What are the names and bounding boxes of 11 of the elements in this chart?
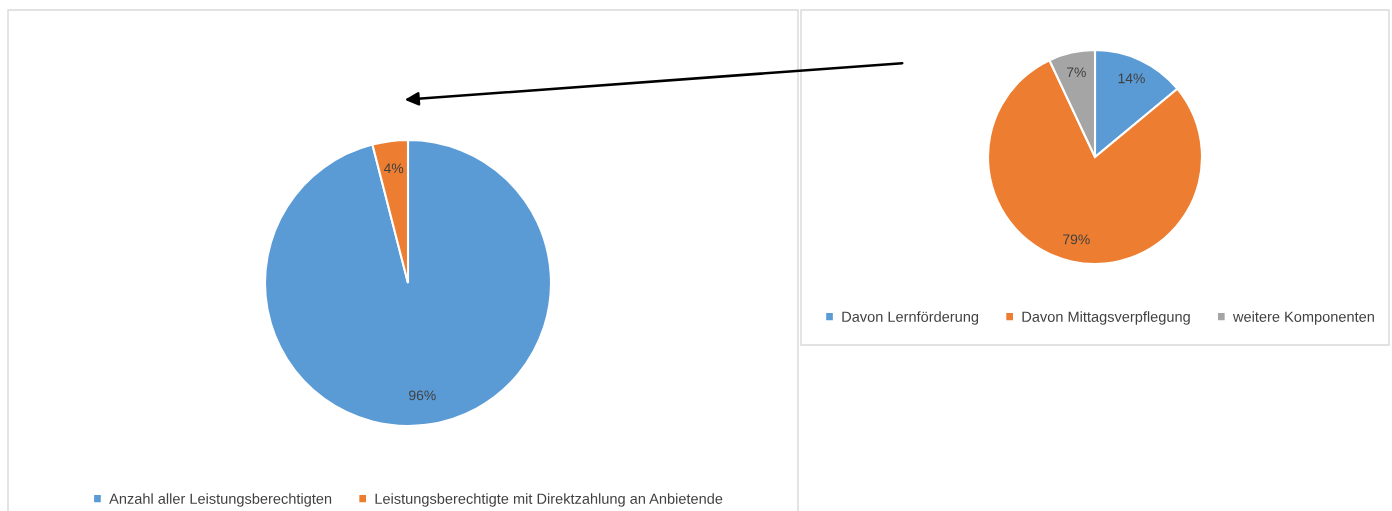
data-label: 7% (1067, 67, 1086, 78)
legend-label: Leistungsberechtigte mit Direktzahlung an Anbietende (375, 493, 723, 507)
data-label: 96% (409, 390, 436, 401)
data-label: 79% (1063, 234, 1090, 245)
data-label: 4% (383, 163, 404, 174)
data-label: 14% (1118, 73, 1145, 84)
legend-label: Davon Lernförderung (842, 311, 979, 325)
pie-slice (263, 138, 553, 428)
legend-label: Davon Mittagsverpflegung (1022, 311, 1190, 325)
legend-label: Anzahl aller Leistungsberechtigten (109, 493, 332, 507)
legend-label: weitere Komponenten (1232, 311, 1374, 325)
